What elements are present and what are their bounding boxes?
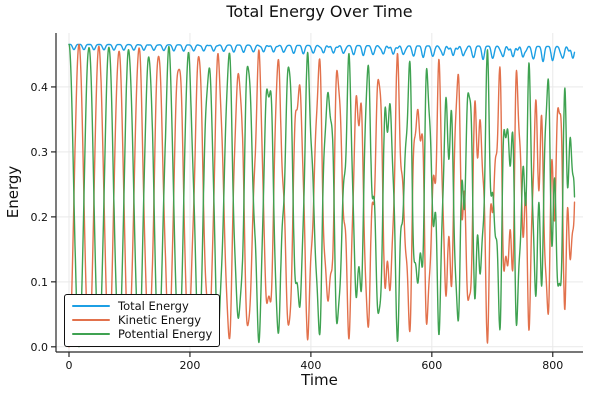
- series-lines: [68, 43, 576, 348]
- x-tick-label: 200: [179, 359, 200, 372]
- legend-item-potential: Potential Energy: [72, 327, 213, 341]
- legend: Total Energy Kinetic Energy Potential En…: [64, 294, 220, 347]
- axes: 0 200 400 600 800 0.0 0.1 0.2 0.3 0.4: [31, 33, 583, 372]
- y-tick-label: 0.3: [31, 146, 49, 159]
- legend-item-kinetic: Kinetic Energy: [72, 313, 213, 327]
- x-axis-label: Time: [301, 371, 338, 389]
- y-tick-label: 0.1: [31, 276, 49, 289]
- total-energy-line: [68, 43, 576, 63]
- x-tick-label: 0: [66, 359, 73, 372]
- legend-label-total: Total Energy: [118, 299, 189, 313]
- potential-energy-line-swatch: [72, 333, 110, 335]
- x-tick-label: 600: [421, 359, 442, 372]
- legend-label-kinetic: Kinetic Energy: [118, 313, 202, 327]
- legend-item-total: Total Energy: [72, 299, 213, 313]
- kinetic-energy-line-swatch: [72, 319, 110, 321]
- total-energy-line-swatch: [72, 305, 110, 307]
- chart-title: Total Energy Over Time: [226, 2, 413, 21]
- y-tick-label: 0.4: [31, 81, 49, 94]
- kinetic-energy-line: [68, 43, 576, 348]
- y-tick-label: 0.2: [31, 211, 49, 224]
- potential-energy-line: [68, 43, 576, 348]
- x-tick-label: 400: [300, 359, 321, 372]
- x-tick-label: 800: [542, 359, 563, 372]
- y-tick-label: 0.0: [31, 341, 49, 354]
- y-axis-label: Energy: [4, 165, 22, 219]
- legend-label-potential: Potential Energy: [118, 327, 213, 341]
